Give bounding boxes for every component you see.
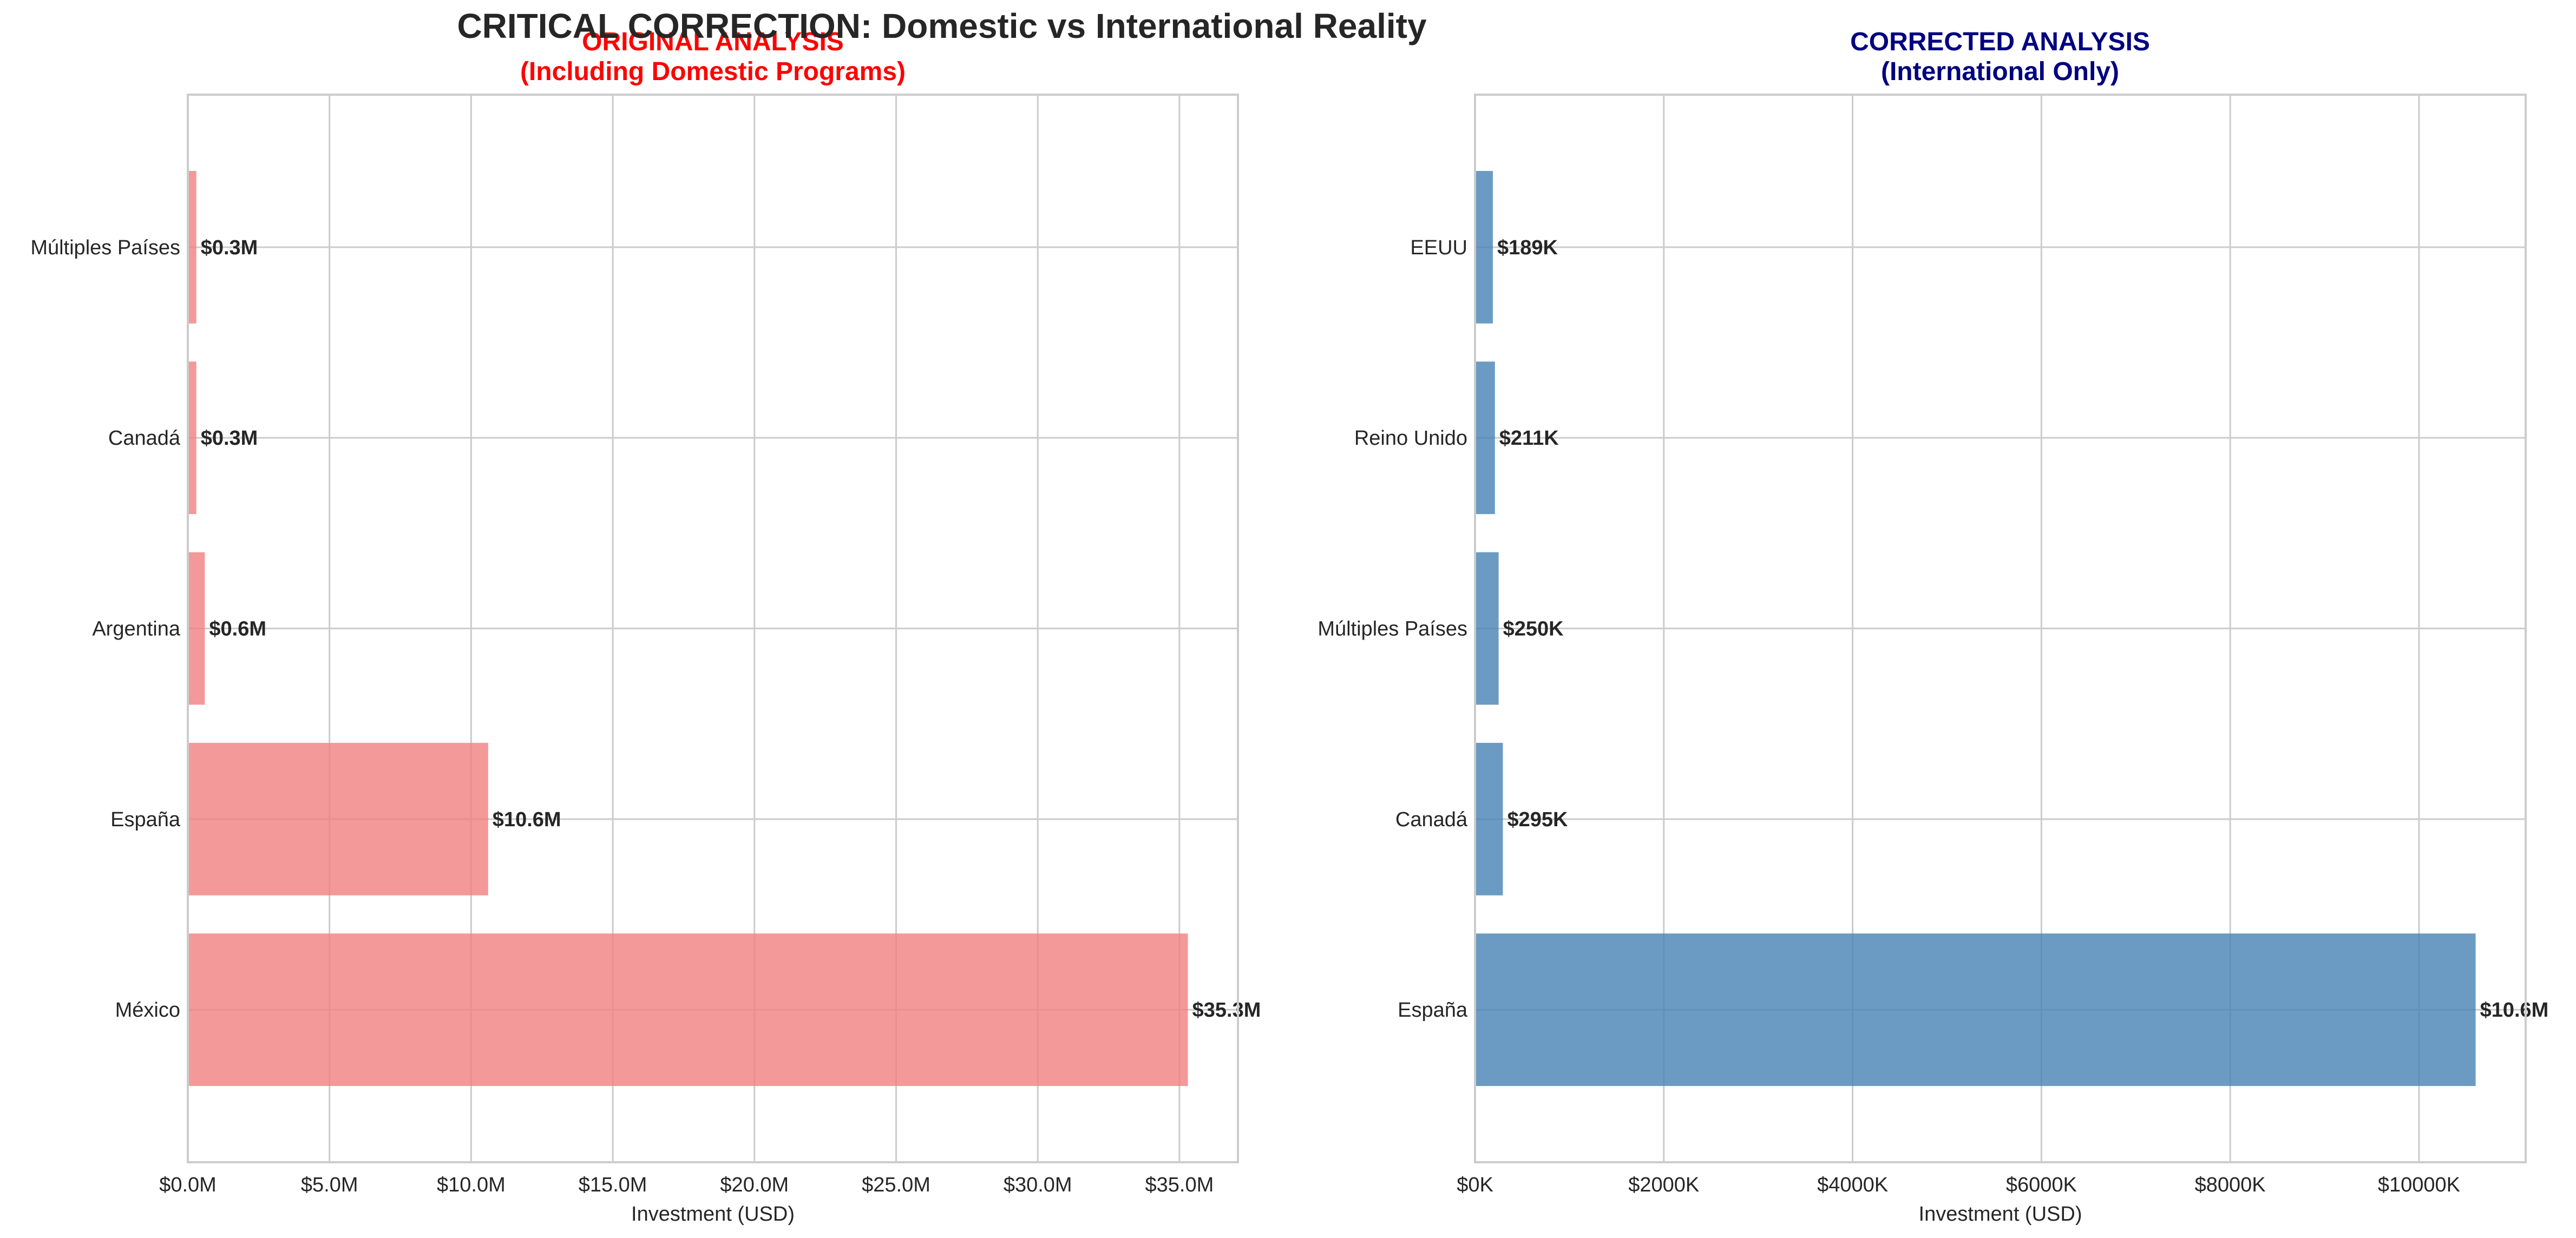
- left-x-tick-label: $0.0M: [159, 1174, 217, 1196]
- left-chart-title-line-2: (Including Domestic Programs): [520, 57, 906, 86]
- right-data-label-espana: $10.6M: [2480, 999, 2549, 1022]
- left-data-label-argentina: $0.6M: [209, 618, 266, 641]
- left-x-tick-label: $25.0M: [862, 1174, 930, 1196]
- left-y-tick-label-canada: Canadá: [108, 427, 181, 450]
- left-data-label-canada: $0.3M: [201, 427, 258, 450]
- right-x-tick-label: $0K: [1457, 1174, 1493, 1196]
- right-chart-title-line-1: CORRECTED ANALYSIS: [1850, 28, 2150, 56]
- right-bar-reino-unido: [1475, 361, 1495, 515]
- left-y-tick-label-multiples-paises: Múltiples Países: [30, 236, 180, 259]
- left-y-tick-label-espana: España: [110, 808, 181, 831]
- right-y-tick-label-espana: España: [1398, 999, 1468, 1022]
- left-x-tick-label: $10.0M: [437, 1174, 506, 1196]
- right-data-label-reino-unido: $211K: [1499, 427, 1559, 450]
- right-bar-eeuu: [1475, 170, 1493, 324]
- left-bar-canada: [188, 361, 196, 515]
- left-chart-panel: $0.0M $5.0M $10.0M $15.0M $20.0M $25.0M $30.0M…: [30, 28, 1261, 1226]
- left-data-label-multiples-paises: $0.3M: [201, 236, 258, 259]
- right-y-tick-label-canada: Canadá: [1395, 808, 1468, 831]
- right-bar-multiples-paises: [1475, 552, 1499, 705]
- right-x-tick-label: $4000K: [1817, 1174, 1888, 1196]
- right-x-tick-label: $2000K: [1628, 1174, 1699, 1196]
- right-x-axis-label: Investment (USD): [1919, 1203, 2082, 1226]
- left-bar-multiples-paises: [188, 170, 196, 324]
- right-y-tick-label-eeuu: EEUU: [1410, 236, 1467, 259]
- right-y-tick-label-reino-unido: Reino Unido: [1354, 427, 1467, 450]
- left-bar-argentina: [188, 552, 205, 705]
- left-x-tick-label: $5.0M: [301, 1174, 358, 1196]
- left-x-tick-label: $20.0M: [720, 1174, 789, 1196]
- right-x-tick-label: $8000K: [2195, 1174, 2266, 1196]
- left-bar-mexico: [188, 933, 1188, 1086]
- left-chart-title-line-1: ORIGINAL ANALYSIS: [582, 28, 844, 56]
- figure-suptitle: CRITICAL CORRECTION: Domestic vs Interna…: [457, 6, 1427, 45]
- left-data-label-espana: $10.6M: [493, 808, 561, 831]
- right-chart-panel: $0K $2000K $4000K $6000K $8000K $10000K $10.6M…: [1318, 28, 2548, 1226]
- right-x-tick-label: $6000K: [2006, 1174, 2077, 1196]
- right-data-label-multiples-paises: $250K: [1503, 618, 1564, 641]
- right-chart-title-line-2: (International Only): [1881, 57, 2119, 86]
- right-data-label-canada: $295K: [1507, 808, 1568, 831]
- right-y-tick-label-multiples-paises: Múltiples Países: [1318, 618, 1467, 641]
- left-x-tick-label: $30.0M: [1004, 1174, 1072, 1196]
- left-bar-espana: [188, 742, 488, 895]
- right-data-label-eeuu: $189K: [1497, 236, 1558, 259]
- left-y-tick-label-argentina: Argentina: [92, 618, 181, 641]
- left-x-tick-label: $35.0M: [1145, 1174, 1214, 1196]
- left-x-tick-label: $15.0M: [579, 1174, 647, 1196]
- right-bar-espana: [1475, 933, 2476, 1086]
- left-plot-frame: [187, 94, 1239, 1163]
- left-y-tick-label-mexico: México: [115, 999, 180, 1022]
- left-data-label-mexico: $35.3M: [1192, 999, 1261, 1022]
- right-bar-canada: [1475, 742, 1503, 895]
- right-x-tick-label: $10000K: [2378, 1174, 2460, 1196]
- left-x-axis-label: Investment (USD): [631, 1203, 795, 1226]
- right-plot-frame: [1474, 94, 2527, 1163]
